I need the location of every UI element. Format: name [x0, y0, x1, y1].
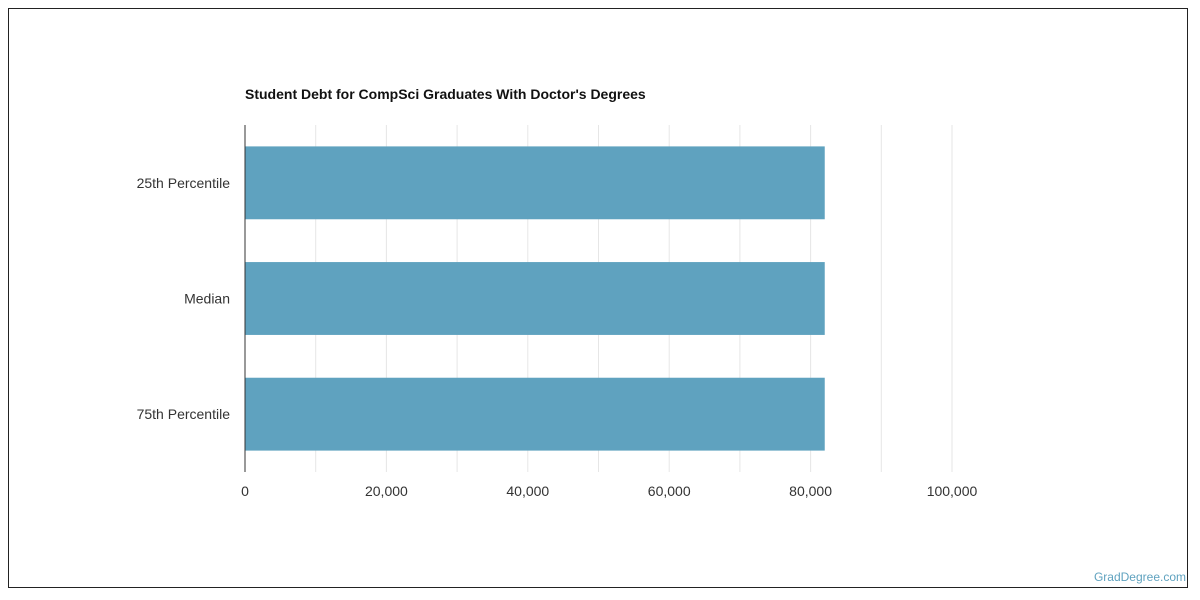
y-tick-label: 25th Percentile [137, 175, 231, 191]
bar [245, 146, 825, 220]
chart-title: Student Debt for CompSci Graduates With … [245, 86, 646, 102]
x-tick-labels: 0 20,000 40,000 60,000 80,000 100,000 [241, 483, 977, 499]
bar-group [245, 146, 825, 451]
bar [245, 377, 825, 451]
bar [245, 262, 825, 335]
x-tick-label: 80,000 [789, 483, 832, 499]
x-tick-label: 100,000 [927, 483, 978, 499]
watermark-link[interactable]: GradDegree.com [1093, 570, 1186, 584]
x-tick-label: 60,000 [648, 483, 691, 499]
x-tick-label: 0 [241, 483, 249, 499]
x-tick-label: 20,000 [365, 483, 408, 499]
y-tick-labels: 25th Percentile Median 75th Percentile [137, 175, 231, 422]
y-tick-label: 75th Percentile [137, 406, 231, 422]
y-tick-label: Median [184, 291, 230, 307]
x-tick-label: 40,000 [506, 483, 549, 499]
